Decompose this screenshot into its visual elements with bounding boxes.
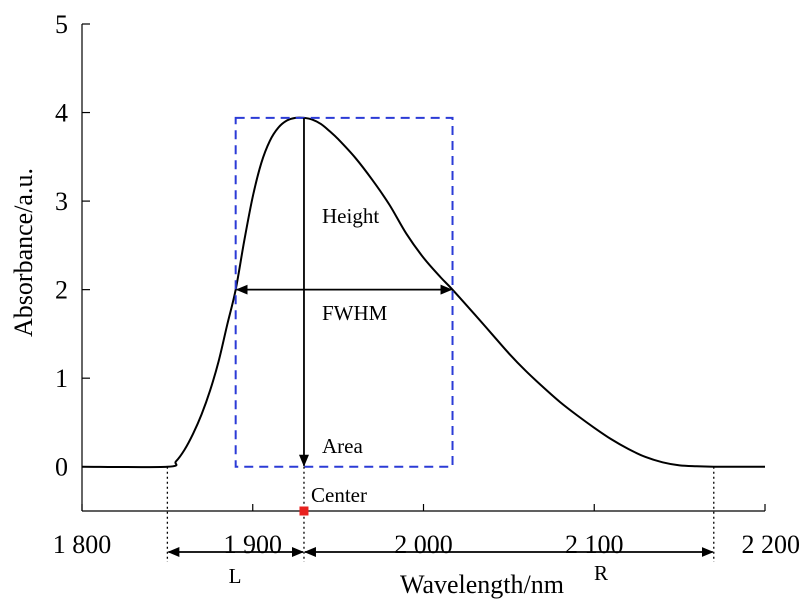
y-tick-label: 4 bbox=[55, 99, 68, 128]
y-axis-title: Absorbance/a.u. bbox=[9, 168, 38, 337]
x-tick-label: 2 200 bbox=[742, 530, 800, 559]
absorbance-curve bbox=[82, 118, 765, 468]
center-label: Center bbox=[311, 483, 367, 507]
y-tick-label: 2 bbox=[55, 276, 68, 305]
peak-bounding-box bbox=[236, 118, 453, 467]
x-tick-label: 1 800 bbox=[53, 530, 112, 559]
left-label: L bbox=[229, 564, 242, 588]
x-tick-label: 1 900 bbox=[224, 530, 283, 559]
y-tick-label: 0 bbox=[55, 453, 68, 482]
y-tick-label: 1 bbox=[55, 364, 68, 393]
right-label: R bbox=[594, 561, 608, 585]
center-marker bbox=[299, 507, 308, 516]
x-tick-label: 2 100 bbox=[565, 530, 624, 559]
x-axis-title: Wavelength/nm bbox=[400, 570, 564, 599]
fwhm-label: FWHM bbox=[322, 301, 388, 325]
height-label: Height bbox=[322, 204, 379, 228]
y-tick-label: 3 bbox=[55, 187, 68, 216]
x-tick-label: 2 000 bbox=[394, 530, 453, 559]
y-tick-label: 5 bbox=[55, 10, 68, 39]
area-label: Area bbox=[322, 434, 363, 458]
